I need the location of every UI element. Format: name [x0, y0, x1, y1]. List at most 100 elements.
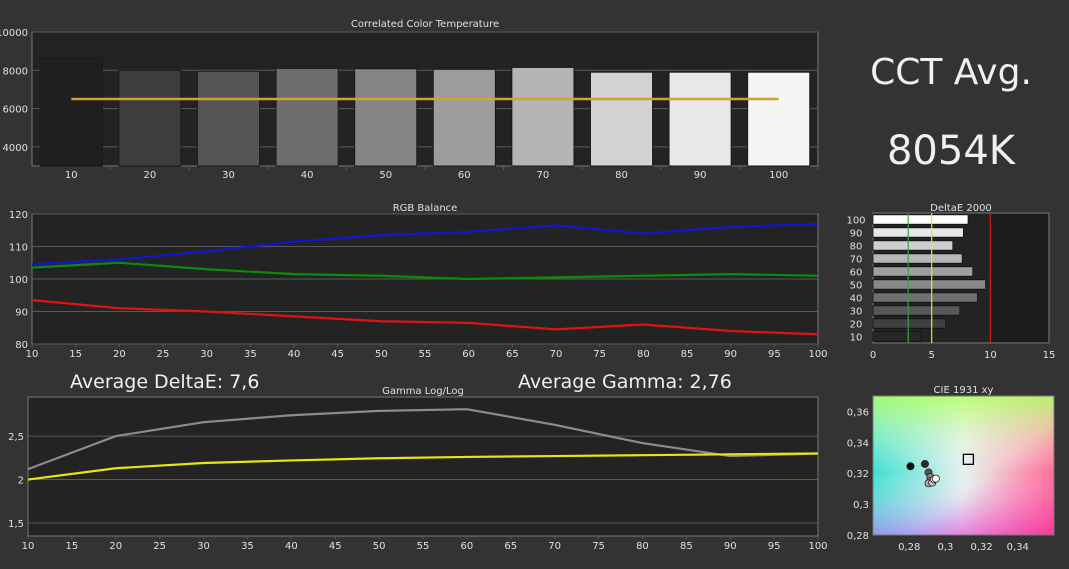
gamma-xtick-label: 70: [548, 541, 561, 552]
gamma-xtick-label: 40: [285, 541, 298, 552]
deltae-high-region: [990, 214, 1048, 342]
rgb-xtick-label: 65: [506, 349, 519, 360]
gamma-chart: Gamma Log/Log 1,5 2 2,5 10 15 20 25 30 35 40 45 50 55…: [8, 386, 827, 552]
cct-xtick-label: 30: [222, 170, 235, 181]
cie-gradient-overlay: [872, 395, 1055, 536]
deltae-bar: [872, 279, 987, 290]
deltae-ytick-label: 30: [850, 307, 863, 318]
rgb-xtick-label: 20: [113, 349, 126, 360]
gamma-xtick-label: 100: [808, 541, 827, 552]
rgb-xtick-label: 15: [69, 349, 82, 360]
rgb-title: RGB Balance: [393, 203, 458, 214]
deltae-ytick-label: 20: [850, 320, 863, 331]
gamma-xtick-label: 45: [329, 541, 342, 552]
deltae-ytick-label: 90: [850, 229, 863, 240]
average-deltae: Average DeltaE: 7,6: [70, 371, 259, 393]
gamma-xtick-label: 75: [592, 541, 605, 552]
cie-point: [931, 474, 940, 483]
deltae-bar: [872, 227, 964, 238]
deltae-ytick-label: 100: [846, 216, 865, 227]
gamma-series-line-1: [27, 452, 819, 481]
cie-ytick-label: 0,36: [847, 407, 869, 418]
cct-bar: [511, 66, 575, 167]
cct-title: Correlated Color Temperature: [351, 19, 499, 30]
cie-point: [906, 462, 915, 471]
cie-ytick-label: 0,34: [847, 438, 869, 449]
gamma-xtick-label: 25: [153, 541, 166, 552]
cie-chart: CIE 1931 xy 0,28 0,3 0,32 0,34 0,28 0,3 0,32 0,3…: [847, 385, 1055, 553]
deltae-ytick-label: 40: [850, 294, 863, 305]
rgb-xtick-label: 85: [681, 349, 694, 360]
deltae-ytick-label: 60: [850, 268, 863, 279]
cct-bar: [668, 71, 732, 167]
gamma-xtick-label: 95: [768, 541, 781, 552]
gamma-xtick-label: 10: [22, 541, 35, 552]
rgb-xtick-label: 25: [157, 349, 170, 360]
rgb-xtick-label: 90: [724, 349, 737, 360]
rgb-balance-chart: RGB Balance 80 90 100 110 120 10 15 20 25 30 35 40 45…: [9, 203, 828, 360]
gamma-xtick-label: 30: [197, 541, 210, 552]
rgb-ytick-label: 100: [9, 275, 28, 286]
cie-ytick-label: 0,32: [847, 469, 869, 480]
rgb-xtick-label: 70: [550, 349, 563, 360]
cie-point: [920, 459, 929, 468]
rgb-series-line-2: [31, 299, 819, 336]
gamma-series-line-0: [27, 408, 819, 471]
gamma-xtick-label: 85: [680, 541, 693, 552]
deltae-bar: [872, 240, 954, 251]
deltae-xtick-label: 15: [1043, 350, 1056, 361]
cct-xtick-label: 20: [144, 170, 157, 181]
gamma-ytick-label: 1,5: [8, 519, 24, 530]
cie-xtick-label: 0,3: [937, 542, 953, 553]
gamma-xtick-label: 15: [66, 541, 79, 552]
cct-avg-label: CCT Avg.: [870, 52, 1032, 93]
cie-title: CIE 1931 xy: [934, 385, 994, 396]
gamma-xtick-label: 90: [724, 541, 737, 552]
cct-xtick-label: 40: [301, 170, 314, 181]
deltae-xtick-label: 5: [928, 350, 934, 361]
gamma-xtick-label: 55: [417, 541, 430, 552]
average-gamma: Average Gamma: 2,76: [518, 371, 732, 393]
deltae-bar: [872, 318, 947, 329]
deltae-ytick-label: 50: [850, 281, 863, 292]
cie-target-square: [962, 453, 975, 465]
cie-xtick-label: 0,34: [1007, 542, 1029, 553]
cct-ytick-label: 10000: [0, 28, 28, 39]
deltae-xtick-label: 10: [984, 350, 997, 361]
deltae-ytick-label: 10: [850, 333, 863, 344]
deltae-bar: [872, 214, 969, 225]
cct-ytick-label: 4000: [3, 143, 28, 154]
deltae-bar: [872, 292, 978, 303]
rgb-xtick-label: 100: [808, 349, 827, 360]
rgb-series-line-1: [31, 261, 819, 281]
cie-ytick-label: 0,28: [847, 531, 869, 542]
gamma-xtick-label: 20: [109, 541, 122, 552]
cct-bar: [275, 67, 339, 167]
cct-bar: [432, 68, 496, 167]
rgb-xtick-label: 40: [288, 349, 301, 360]
cct-xtick-label: 10: [65, 170, 78, 181]
gamma-xtick-label: 65: [504, 541, 517, 552]
rgb-ytick-label: 110: [9, 243, 28, 254]
rgb-ytick-label: 120: [9, 210, 28, 221]
cie-xtick-label: 0,28: [898, 542, 920, 553]
cct-xtick-label: 100: [769, 170, 788, 181]
deltae-bar: [872, 253, 963, 264]
cie-ytick-label: 0,3: [853, 500, 869, 511]
rgb-xtick-label: 75: [593, 349, 606, 360]
gamma-title: Gamma Log/Log: [382, 386, 464, 397]
cct-xtick-label: 70: [537, 170, 550, 181]
cct-bar: [589, 71, 654, 167]
gamma-xtick-label: 80: [636, 541, 649, 552]
cct-xtick-label: 60: [458, 170, 471, 181]
deltae-title: DeltaE 2000: [930, 203, 992, 214]
deltae-bar: [872, 305, 961, 316]
rgb-xtick-label: 50: [375, 349, 388, 360]
gamma-ytick-label: 2: [18, 476, 24, 487]
cct-ytick-label: 6000: [3, 105, 28, 116]
cct-avg-value: 8054K: [887, 128, 1017, 174]
rgb-xtick-label: 10: [26, 349, 39, 360]
rgb-ytick-label: 90: [15, 308, 28, 319]
cie-xtick-label: 0,32: [970, 542, 992, 553]
